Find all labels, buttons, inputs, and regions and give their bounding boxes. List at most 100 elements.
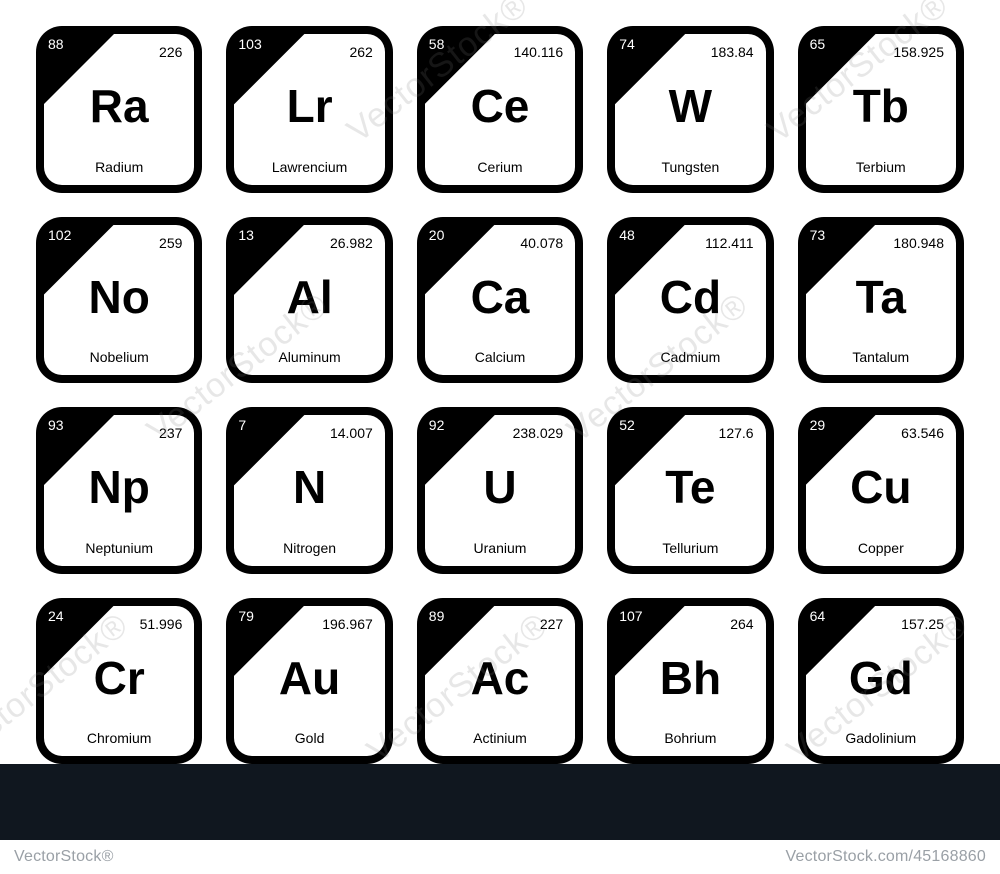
- element-tile: 58 140.116 Ce Cerium: [417, 26, 583, 193]
- element-name: Calcium: [425, 349, 575, 365]
- atomic-number: 88: [48, 36, 64, 52]
- element-symbol: Cu: [806, 464, 956, 510]
- element-name: Uranium: [425, 540, 575, 556]
- atomic-number: 102: [48, 227, 71, 243]
- watermark-right: VectorStock.com/45168860: [786, 848, 986, 866]
- atomic-mass: 140.116: [514, 44, 564, 60]
- atomic-number: 29: [810, 417, 826, 433]
- element-symbol: Lr: [234, 83, 384, 129]
- element-symbol: No: [44, 274, 194, 320]
- atomic-mass: 238.029: [513, 425, 564, 441]
- tile-inner: 158.925 Tb Terbium: [806, 34, 956, 185]
- element-symbol: W: [615, 83, 765, 129]
- atomic-mass: 63.546: [901, 425, 944, 441]
- atomic-number: 103: [238, 36, 261, 52]
- element-tile: 93 237 Np Neptunium: [36, 407, 202, 574]
- element-symbol: Gd: [806, 655, 956, 701]
- atomic-number: 65: [810, 36, 826, 52]
- element-symbol: U: [425, 464, 575, 510]
- element-name: Bohrium: [615, 730, 765, 746]
- atomic-mass: 158.925: [893, 44, 944, 60]
- atomic-mass: 127.6: [719, 425, 754, 441]
- tile-inner: 140.116 Ce Cerium: [425, 34, 575, 185]
- element-symbol: Ra: [44, 83, 194, 129]
- element-symbol: Bh: [615, 655, 765, 701]
- element-name: Actinium: [425, 730, 575, 746]
- element-grid: 88 226 Ra Radium 103 262 Lr Lawrencium 5…: [0, 0, 1000, 764]
- element-symbol: Te: [615, 464, 765, 510]
- tile-inner: 26.982 Al Aluminum: [234, 225, 384, 376]
- tile-inner: 237 Np Neptunium: [44, 415, 194, 566]
- element-tile: 79 196.967 Au Gold: [226, 598, 392, 765]
- element-tile: 20 40.078 Ca Calcium: [417, 217, 583, 384]
- element-symbol: Ca: [425, 274, 575, 320]
- element-name: Radium: [44, 159, 194, 175]
- atomic-mass: 259: [159, 235, 182, 251]
- element-tile: 65 158.925 Tb Terbium: [798, 26, 964, 193]
- element-tile: 92 238.029 U Uranium: [417, 407, 583, 574]
- atomic-mass: 262: [349, 44, 372, 60]
- element-name: Lawrencium: [234, 159, 384, 175]
- atomic-number: 13: [238, 227, 254, 243]
- element-name: Aluminum: [234, 349, 384, 365]
- atomic-mass: 14.007: [330, 425, 373, 441]
- element-name: Cadmium: [615, 349, 765, 365]
- atomic-number: 20: [429, 227, 445, 243]
- element-name: Nobelium: [44, 349, 194, 365]
- element-name: Cerium: [425, 159, 575, 175]
- element-symbol: Ac: [425, 655, 575, 701]
- element-name: Terbium: [806, 159, 956, 175]
- tile-inner: 227 Ac Actinium: [425, 606, 575, 757]
- element-symbol: Np: [44, 464, 194, 510]
- tile-inner: 183.84 W Tungsten: [615, 34, 765, 185]
- element-name: Tantalum: [806, 349, 956, 365]
- element-name: Tellurium: [615, 540, 765, 556]
- tile-inner: 14.007 N Nitrogen: [234, 415, 384, 566]
- atomic-mass: 40.078: [520, 235, 563, 251]
- footer-bar: [0, 764, 1000, 840]
- atomic-mass: 227: [540, 616, 563, 632]
- element-name: Nitrogen: [234, 540, 384, 556]
- element-tile: 74 183.84 W Tungsten: [607, 26, 773, 193]
- element-tile: 29 63.546 Cu Copper: [798, 407, 964, 574]
- element-tile: 102 259 No Nobelium: [36, 217, 202, 384]
- tile-inner: 127.6 Te Tellurium: [615, 415, 765, 566]
- atomic-mass: 196.967: [322, 616, 373, 632]
- element-name: Chromium: [44, 730, 194, 746]
- tile-inner: 262 Lr Lawrencium: [234, 34, 384, 185]
- atomic-number: 73: [810, 227, 826, 243]
- tile-inner: 51.996 Cr Chromium: [44, 606, 194, 757]
- atomic-mass: 112.411: [705, 235, 754, 251]
- atomic-number: 48: [619, 227, 635, 243]
- atomic-mass: 26.982: [330, 235, 373, 251]
- element-name: Gadolinium: [806, 730, 956, 746]
- element-tile: 103 262 Lr Lawrencium: [226, 26, 392, 193]
- atomic-number: 52: [619, 417, 635, 433]
- element-symbol: Tb: [806, 83, 956, 129]
- tile-inner: 259 No Nobelium: [44, 225, 194, 376]
- tile-inner: 238.029 U Uranium: [425, 415, 575, 566]
- atomic-number: 93: [48, 417, 64, 433]
- atomic-number: 64: [810, 608, 826, 624]
- element-tile: 7 14.007 N Nitrogen: [226, 407, 392, 574]
- element-tile: 89 227 Ac Actinium: [417, 598, 583, 765]
- element-name: Copper: [806, 540, 956, 556]
- element-tile: 48 112.411 Cd Cadmium: [607, 217, 773, 384]
- element-tile: 24 51.996 Cr Chromium: [36, 598, 202, 765]
- element-tile: 88 226 Ra Radium: [36, 26, 202, 193]
- tile-inner: 196.967 Au Gold: [234, 606, 384, 757]
- atomic-number: 58: [429, 36, 445, 52]
- atomic-mass: 51.996: [140, 616, 183, 632]
- watermark-left: VectorStock®: [14, 848, 114, 866]
- atomic-number: 24: [48, 608, 64, 624]
- tile-inner: 264 Bh Bohrium: [615, 606, 765, 757]
- tile-inner: 226 Ra Radium: [44, 34, 194, 185]
- atomic-number: 92: [429, 417, 445, 433]
- atomic-number: 79: [238, 608, 254, 624]
- atomic-mass: 183.84: [711, 44, 754, 60]
- element-symbol: Cr: [44, 655, 194, 701]
- element-name: Gold: [234, 730, 384, 746]
- element-name: Neptunium: [44, 540, 194, 556]
- element-tile: 73 180.948 Ta Tantalum: [798, 217, 964, 384]
- atomic-mass: 237: [159, 425, 182, 441]
